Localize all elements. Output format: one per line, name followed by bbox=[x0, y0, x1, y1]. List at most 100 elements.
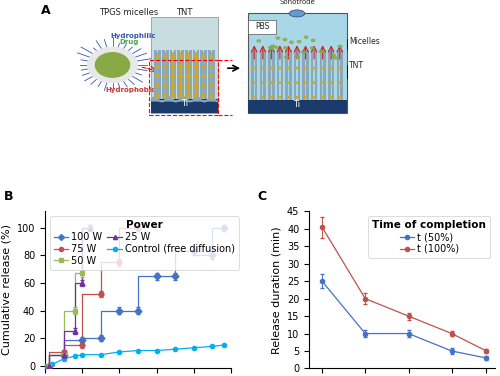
Bar bbox=[178, 50, 180, 99]
Text: Hydrophilic: Hydrophilic bbox=[110, 33, 156, 39]
Bar bbox=[255, 50, 258, 100]
Circle shape bbox=[202, 84, 206, 88]
Text: Hydrophobic: Hydrophobic bbox=[106, 87, 156, 93]
Bar bbox=[157, 52, 158, 98]
Circle shape bbox=[304, 96, 308, 99]
Circle shape bbox=[312, 67, 316, 70]
Bar bbox=[264, 50, 266, 100]
Circle shape bbox=[194, 74, 198, 78]
Bar bbox=[286, 50, 288, 100]
Circle shape bbox=[276, 36, 280, 40]
Circle shape bbox=[170, 65, 175, 68]
Bar bbox=[192, 50, 196, 99]
Circle shape bbox=[278, 67, 282, 70]
Circle shape bbox=[286, 67, 290, 70]
Circle shape bbox=[178, 55, 183, 59]
Bar bbox=[162, 50, 164, 99]
Circle shape bbox=[209, 94, 214, 97]
Bar bbox=[196, 50, 200, 99]
Circle shape bbox=[209, 84, 214, 88]
Circle shape bbox=[270, 67, 274, 70]
Circle shape bbox=[270, 96, 274, 99]
Circle shape bbox=[312, 96, 316, 99]
Bar bbox=[200, 50, 203, 99]
Circle shape bbox=[178, 65, 183, 68]
FancyBboxPatch shape bbox=[151, 17, 218, 113]
Circle shape bbox=[162, 65, 168, 68]
Text: B: B bbox=[4, 191, 14, 203]
Legend: t (50%), t (100%): t (50%), t (100%) bbox=[368, 216, 490, 258]
Bar bbox=[203, 52, 204, 98]
Circle shape bbox=[88, 47, 138, 83]
Circle shape bbox=[320, 96, 324, 99]
Circle shape bbox=[320, 67, 324, 70]
Circle shape bbox=[329, 96, 333, 99]
Circle shape bbox=[329, 67, 333, 70]
Text: Sonotrode: Sonotrode bbox=[279, 0, 315, 5]
Text: TPGS micelles: TPGS micelles bbox=[99, 8, 158, 17]
Bar bbox=[306, 50, 308, 100]
Circle shape bbox=[162, 55, 168, 59]
Circle shape bbox=[286, 96, 290, 99]
Text: A: A bbox=[40, 4, 50, 17]
Circle shape bbox=[162, 74, 168, 78]
Circle shape bbox=[162, 94, 168, 97]
Legend: 100 W, 75 W, 50 W, 25 W, Control (free diffusion): 100 W, 75 W, 50 W, 25 W, Control (free d… bbox=[50, 216, 238, 270]
Circle shape bbox=[252, 81, 256, 84]
Text: Drug: Drug bbox=[120, 39, 139, 45]
Bar bbox=[154, 50, 157, 99]
Bar bbox=[208, 50, 211, 99]
Circle shape bbox=[194, 94, 198, 97]
Bar bbox=[302, 50, 305, 100]
Bar bbox=[315, 50, 318, 100]
Circle shape bbox=[178, 84, 183, 88]
Circle shape bbox=[194, 55, 198, 59]
Circle shape bbox=[338, 96, 342, 99]
Circle shape bbox=[338, 67, 342, 70]
Circle shape bbox=[186, 94, 191, 97]
Bar bbox=[268, 50, 270, 100]
Bar bbox=[158, 50, 161, 99]
Bar bbox=[151, 99, 218, 113]
Y-axis label: Cumulative release (%): Cumulative release (%) bbox=[2, 224, 12, 355]
Circle shape bbox=[284, 55, 289, 59]
Circle shape bbox=[278, 81, 282, 84]
Circle shape bbox=[296, 40, 302, 43]
Ellipse shape bbox=[289, 10, 305, 17]
Bar bbox=[289, 50, 292, 100]
Bar bbox=[189, 50, 192, 99]
Text: Ti: Ti bbox=[294, 100, 300, 109]
Circle shape bbox=[202, 74, 206, 78]
Circle shape bbox=[295, 81, 299, 84]
Circle shape bbox=[170, 94, 175, 97]
Circle shape bbox=[312, 81, 316, 84]
Bar bbox=[328, 50, 330, 100]
Circle shape bbox=[186, 84, 191, 88]
Bar bbox=[164, 52, 166, 98]
Circle shape bbox=[186, 74, 191, 78]
Bar bbox=[180, 52, 182, 98]
Circle shape bbox=[202, 65, 206, 68]
Circle shape bbox=[252, 96, 256, 99]
Bar bbox=[211, 52, 212, 98]
Circle shape bbox=[202, 55, 206, 59]
Circle shape bbox=[209, 55, 214, 59]
Circle shape bbox=[310, 46, 314, 50]
Circle shape bbox=[170, 84, 175, 88]
Bar bbox=[340, 50, 343, 100]
Circle shape bbox=[194, 65, 198, 68]
Circle shape bbox=[286, 81, 290, 84]
Circle shape bbox=[261, 96, 265, 99]
Circle shape bbox=[178, 74, 183, 78]
Bar bbox=[324, 50, 326, 100]
Circle shape bbox=[268, 47, 274, 50]
Circle shape bbox=[274, 45, 278, 49]
Bar bbox=[277, 50, 279, 100]
Bar bbox=[320, 50, 322, 100]
Circle shape bbox=[194, 84, 198, 88]
Circle shape bbox=[295, 67, 299, 70]
Circle shape bbox=[270, 44, 275, 48]
Circle shape bbox=[301, 50, 306, 54]
Text: Ti: Ti bbox=[181, 99, 188, 108]
Circle shape bbox=[186, 55, 191, 59]
